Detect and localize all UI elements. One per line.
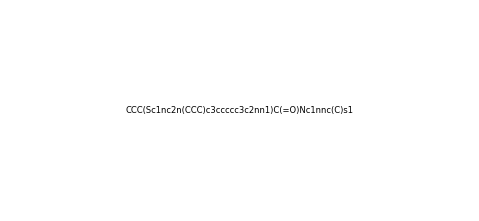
Text: CCC(Sc1nc2n(CCC)c3ccccc3c2nn1)C(=O)Nc1nnc(C)s1: CCC(Sc1nc2n(CCC)c3ccccc3c2nn1)C(=O)Nc1nn… [125, 106, 354, 115]
